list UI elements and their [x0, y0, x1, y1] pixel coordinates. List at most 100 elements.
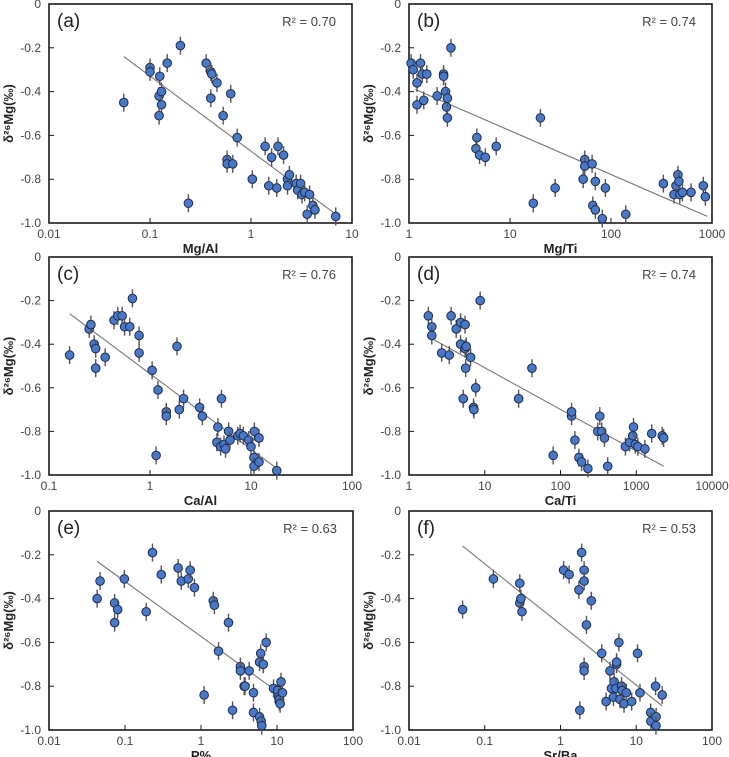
x-axis-title: Mg/Al	[183, 241, 218, 256]
point-marker	[172, 341, 182, 352]
data-point	[566, 402, 577, 421]
point-marker	[134, 330, 144, 341]
data-point	[227, 154, 238, 173]
data-point	[134, 326, 144, 345]
point-marker	[461, 341, 472, 352]
data-point	[597, 209, 608, 228]
data-point	[418, 91, 429, 110]
x-tick-label: 0.1	[41, 479, 58, 493]
point-marker	[621, 687, 632, 698]
point-marker	[124, 321, 135, 332]
point-marker	[147, 365, 157, 376]
point-marker	[119, 574, 130, 584]
y-tick-label: -0.8	[380, 172, 401, 186]
point-marker	[183, 574, 194, 584]
plot-frame	[408, 510, 713, 731]
data-point	[173, 558, 183, 577]
data-point	[172, 337, 182, 356]
point-marker	[213, 646, 224, 656]
data-point	[621, 683, 632, 702]
data-point	[620, 205, 631, 224]
y-tick-label: -1.0	[20, 468, 41, 482]
data-point	[232, 128, 242, 147]
point-marker	[594, 411, 605, 421]
y-tick-label: 0	[34, 504, 41, 518]
point-marker	[446, 311, 456, 321]
data-point	[528, 194, 539, 213]
data-point	[602, 457, 613, 476]
data-point	[206, 89, 216, 108]
point-marker	[261, 637, 271, 648]
point-marker	[576, 547, 587, 558]
point-marker	[330, 211, 341, 222]
y-tick-label: -0.2	[20, 41, 41, 55]
data-point	[178, 389, 189, 408]
data-point	[535, 108, 546, 127]
point-marker	[199, 690, 209, 700]
point-marker	[491, 141, 501, 152]
data-point	[209, 596, 220, 615]
point-marker	[263, 180, 274, 191]
y-tick-label: -0.6	[20, 381, 41, 395]
data-point	[197, 407, 208, 426]
point-marker	[602, 461, 613, 472]
y-tick-label: -0.4	[20, 337, 41, 351]
data-point	[201, 54, 211, 73]
point-marker	[260, 141, 270, 152]
y-tick-label: -0.2	[20, 548, 41, 562]
panel-label: (c)	[57, 264, 79, 285]
point-marker	[277, 687, 288, 698]
point-marker	[614, 637, 624, 648]
point-marker	[574, 585, 584, 595]
data-point	[199, 685, 209, 704]
data-point	[302, 205, 312, 224]
data-point	[578, 170, 588, 189]
data-point	[119, 569, 130, 588]
x-tick-label: 10	[478, 479, 492, 493]
data-point	[658, 174, 669, 193]
data-point	[141, 602, 151, 621]
point-marker	[127, 293, 138, 304]
r-squared-annotation: R² = 0.74	[642, 267, 696, 282]
data-point	[207, 65, 217, 84]
data-point	[570, 431, 580, 450]
point-marker	[246, 441, 256, 452]
point-marker	[244, 666, 254, 676]
point-marker	[698, 180, 709, 191]
data-point	[432, 86, 442, 105]
data-point	[600, 178, 611, 197]
x-axis-title: Mg/Ti	[544, 241, 578, 256]
x-tick-label: 100	[601, 227, 621, 241]
point-marker	[444, 350, 455, 360]
data-point	[574, 580, 584, 599]
data-point	[254, 452, 264, 471]
data-point	[277, 683, 288, 702]
point-marker	[278, 150, 289, 160]
x-axis-title: Sr/Ba	[544, 748, 579, 757]
data-point	[240, 677, 250, 696]
data-point	[635, 683, 645, 702]
point-marker	[223, 617, 234, 628]
point-marker	[626, 696, 637, 707]
point-marker	[134, 348, 144, 358]
y-tick-label: -1.0	[380, 216, 401, 230]
x-tick-label: 10000	[695, 479, 729, 493]
data-point	[147, 361, 157, 380]
x-tick-label: 1	[406, 227, 413, 241]
point-marker	[197, 411, 208, 421]
x-tick-label: 0.1	[476, 734, 493, 748]
x-axis-title: Ca/Ti	[545, 493, 577, 508]
data-point	[258, 655, 269, 674]
data-point	[579, 661, 589, 680]
point-marker	[174, 404, 185, 415]
x-tick-label: 10	[503, 227, 517, 241]
data-point	[225, 84, 236, 103]
point-marker	[178, 393, 189, 404]
data-point	[590, 172, 601, 191]
point-marker	[248, 687, 259, 698]
point-marker	[514, 578, 525, 589]
y-tick-label: -0.8	[380, 424, 401, 438]
point-marker	[408, 64, 418, 75]
point-marker	[599, 433, 610, 443]
data-point	[156, 82, 167, 101]
